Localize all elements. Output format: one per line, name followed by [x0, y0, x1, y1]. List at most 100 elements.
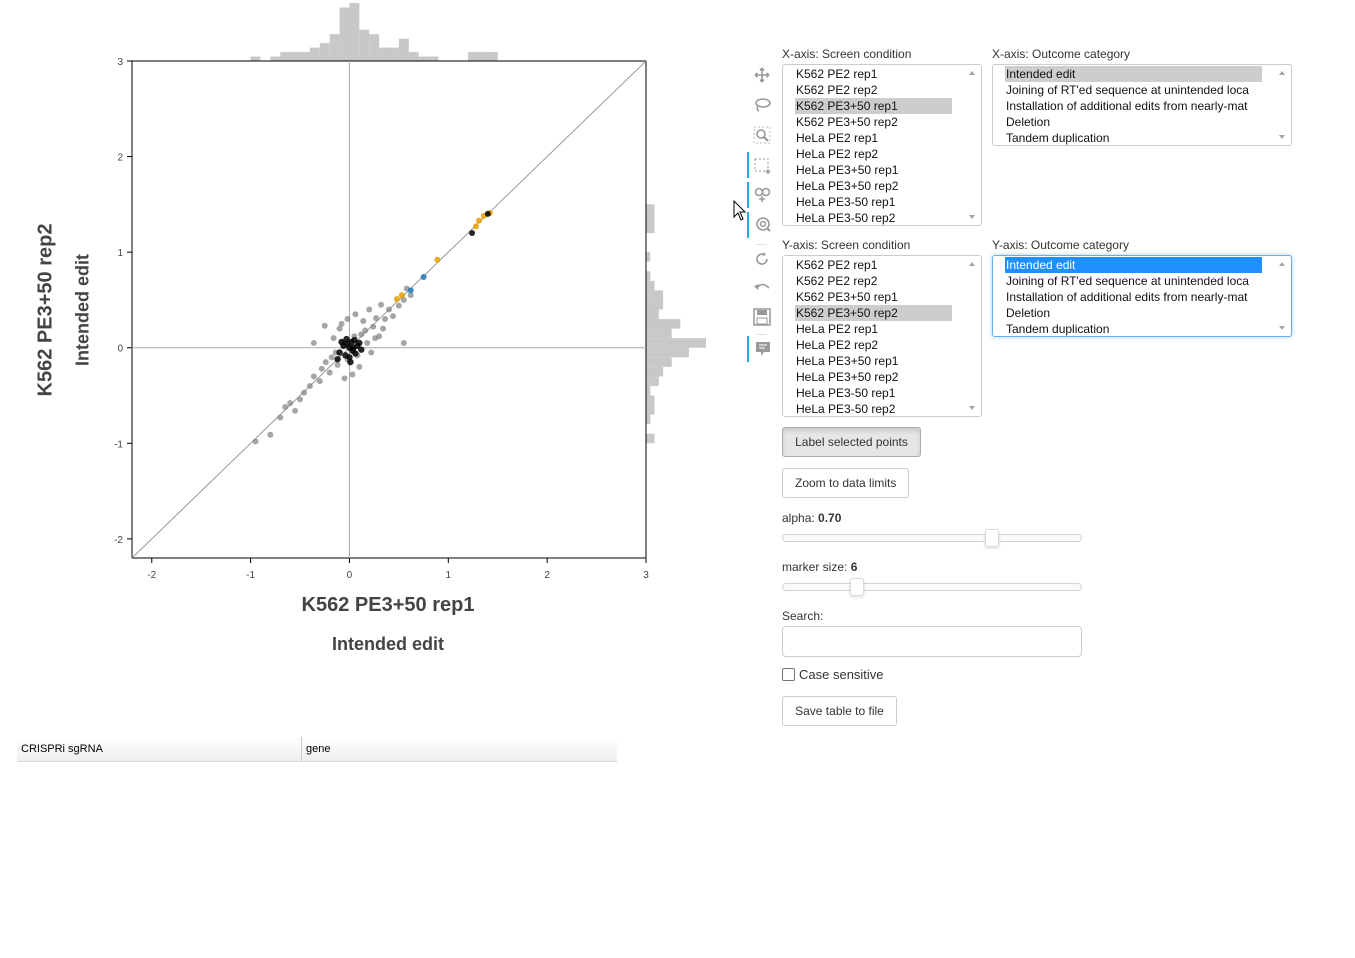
label-selected-points-button[interactable]: Label selected points: [782, 427, 921, 457]
list-option[interactable]: Installation of additional edits from ne…: [1006, 290, 1248, 304]
list-option[interactable]: K562 PE2 rep2: [796, 274, 878, 288]
scatter-plot-area[interactable]: -2 -1 0 1 2 3 -2 -1 0 1 2 3 K562 PE3+50 rep1 Intend…: [0, 0, 720, 700]
orange-point: [393, 295, 400, 302]
reset-tool[interactable]: [747, 246, 777, 272]
lasso-tool[interactable]: [747, 92, 777, 118]
list-option[interactable]: Deletion: [1006, 306, 1051, 320]
marker-size-slider[interactable]: [782, 583, 1082, 591]
list-option[interactable]: Tandem duplication: [1006, 131, 1110, 145]
list-option[interactable]: HeLa PE3+50 rep2: [796, 370, 899, 384]
list-option[interactable]: Installation of additional edits from ne…: [1006, 99, 1248, 113]
black-point: [356, 339, 363, 347]
black-point: [484, 210, 491, 217]
list-option[interactable]: K562 PE2 rep1: [796, 258, 878, 272]
scrollbar[interactable]: [964, 66, 980, 224]
gray-point: [344, 316, 351, 323]
gray-point: [370, 323, 377, 330]
list-option[interactable]: HeLa PE3+50 rep1: [796, 163, 899, 177]
x-histogram-bar: [477, 52, 488, 61]
x-histogram-bar: [468, 52, 478, 61]
alpha-slider[interactable]: [782, 534, 1082, 542]
gray-point: [382, 316, 389, 323]
gray-point: [310, 373, 317, 380]
pan-tool[interactable]: [747, 62, 777, 88]
marker-size-label: marker size: 6: [782, 560, 857, 574]
scroll-down-icon[interactable]: [1279, 326, 1285, 330]
list-option[interactable]: HeLa PE3+50 rep2: [796, 179, 899, 193]
scroll-up-icon[interactable]: [1279, 262, 1285, 266]
list-option[interactable]: HeLa PE3-50 rep2: [796, 402, 896, 416]
marker-size-label-text: marker size:: [782, 560, 851, 574]
axis-ticks: -2 -1 0 1 2 3 -2 -1 0 1 2 3: [114, 57, 649, 581]
y-tick-label: -1: [114, 439, 123, 450]
list-option[interactable]: Tandem duplication: [1006, 322, 1110, 336]
y-condition-select[interactable]: K562 PE2 rep1 K562 PE2 rep2 K562 PE3+50 re…: [782, 255, 982, 417]
blue-point: [407, 287, 414, 294]
list-option[interactable]: K562 PE3+50 rep1: [796, 290, 898, 304]
marker-size-slider-handle[interactable]: [850, 578, 864, 596]
hover-tool[interactable]: [747, 336, 777, 362]
list-option[interactable]: K562 PE3+50 rep1: [795, 98, 952, 114]
list-option[interactable]: HeLa PE2 rep1: [796, 131, 879, 145]
list-option[interactable]: HeLa PE3-50 rep1: [796, 195, 896, 209]
list-option[interactable]: HeLa PE3-50 rep1: [796, 386, 896, 400]
y-marginal-histogram: [646, 204, 706, 444]
undo-tool[interactable]: [747, 274, 777, 300]
x-tick-label: 0: [347, 570, 353, 581]
scrollbar[interactable]: [1274, 66, 1290, 144]
list-option[interactable]: HeLa PE2 rep1: [796, 322, 879, 336]
search-input[interactable]: [782, 626, 1082, 657]
zoom-to-data-limits-button[interactable]: Zoom to data limits: [782, 468, 909, 498]
list-option[interactable]: K562 PE2 rep2: [796, 83, 878, 97]
scatter-plot[interactable]: -2 -1 0 1 2 3 -2 -1 0 1 2 3: [0, 0, 720, 700]
save-tool[interactable]: [747, 304, 777, 330]
alpha-slider-handle[interactable]: [985, 529, 999, 547]
list-option[interactable]: HeLa PE3+50 rep1: [796, 354, 899, 368]
column-header-gene[interactable]: gene: [306, 743, 331, 755]
scroll-down-icon[interactable]: [1279, 135, 1285, 139]
list-option[interactable]: K562 PE2 rep1: [796, 67, 878, 81]
black-point: [469, 230, 476, 237]
scroll-up-icon[interactable]: [1279, 71, 1285, 75]
list-option[interactable]: K562 PE3+50 rep2: [795, 305, 952, 321]
column-header-crispri-sgrna[interactable]: CRISPRi sgRNA: [17, 737, 302, 762]
gray-point: [362, 327, 369, 334]
list-option[interactable]: Joining of RT'ed sequence at unintended …: [1006, 274, 1249, 288]
orange-point: [472, 223, 479, 230]
case-sensitive-checkbox[interactable]: [782, 668, 795, 681]
zoom-tool[interactable]: [747, 122, 777, 148]
save-table-button[interactable]: Save table to file: [782, 696, 897, 726]
x-outcome-select[interactable]: Intended edit Joining of RT'ed sequence a…: [992, 64, 1292, 146]
list-option[interactable]: Intended edit: [1005, 257, 1262, 273]
y-histogram-bar: [646, 338, 706, 348]
y-histogram-bar: [646, 280, 655, 291]
y-condition-label: Y-axis: Screen condition: [782, 238, 911, 252]
y-histogram-bar: [646, 213, 655, 224]
box-select-icon: [754, 158, 771, 174]
gray-point: [400, 296, 407, 303]
scroll-down-icon[interactable]: [969, 215, 975, 219]
blue-point: [420, 274, 427, 281]
list-option[interactable]: HeLa PE2 rep2: [796, 147, 879, 161]
scroll-up-icon[interactable]: [969, 71, 975, 75]
list-option[interactable]: Joining of RT'ed sequence at unintended …: [1006, 83, 1249, 97]
x-condition-select[interactable]: K562 PE2 rep1 K562 PE2 rep2 K562 PE3+50 re…: [782, 64, 982, 226]
list-option[interactable]: K562 PE3+50 rep2: [796, 115, 898, 129]
list-option[interactable]: HeLa PE2 rep2: [796, 338, 879, 352]
list-option[interactable]: Intended edit: [1005, 66, 1262, 82]
list-option[interactable]: HeLa PE3-50 rep2: [796, 211, 896, 225]
gray-point: [349, 371, 356, 378]
scrollbar[interactable]: [1274, 257, 1290, 335]
list-option[interactable]: Deletion: [1006, 115, 1051, 129]
scroll-down-icon[interactable]: [969, 406, 975, 410]
tap-tool[interactable]: [747, 182, 777, 208]
x-histogram-bar: [418, 56, 429, 61]
scroll-up-icon[interactable]: [969, 262, 975, 266]
scrollbar[interactable]: [964, 257, 980, 415]
alpha-label-text: alpha:: [782, 511, 819, 525]
wheel-zoom-tool[interactable]: [747, 212, 777, 238]
data-points[interactable]: [252, 209, 493, 445]
gray-point: [334, 361, 341, 368]
box-select-tool[interactable]: [747, 152, 777, 178]
y-outcome-select[interactable]: Intended edit Joining of RT'ed sequence a…: [992, 255, 1292, 337]
